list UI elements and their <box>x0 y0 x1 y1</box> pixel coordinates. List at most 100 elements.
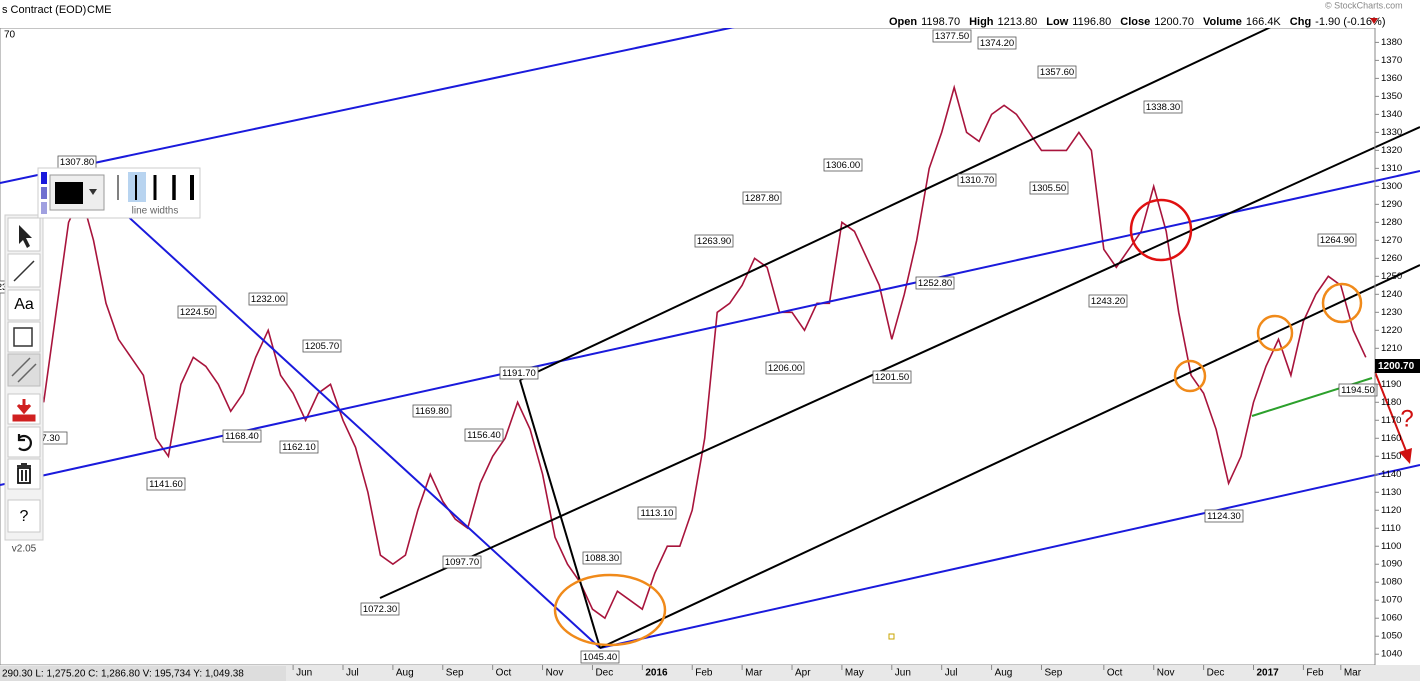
callout-box <box>302 339 342 353</box>
trash-icon <box>17 463 31 484</box>
y-tick-label: 1130 <box>1381 487 1401 498</box>
cursor-icon <box>19 225 32 248</box>
y-tick-label: 1140 <box>1381 469 1401 480</box>
arrow <box>1374 371 1409 457</box>
y-tick-label: 1120 <box>1381 505 1401 516</box>
callout-label: 1305.50 <box>1032 183 1066 194</box>
callout-box <box>582 551 622 565</box>
x-tick-label: Feb <box>1306 668 1324 679</box>
x-tick-label: May <box>845 668 864 679</box>
quote-value: 166.4K <box>1246 16 1282 28</box>
help-button[interactable] <box>7 499 41 533</box>
callout-label: 1201.50 <box>875 372 909 383</box>
swatch[interactable] <box>41 187 47 199</box>
copyright: © StockCharts.com <box>1325 0 1403 10</box>
x-tick-label: Jun <box>895 668 911 679</box>
callout-label: 1338.30 <box>1146 102 1180 113</box>
callout-label: 1205.70 <box>305 341 339 352</box>
y-tick-label: 1300 <box>1381 181 1402 192</box>
dropdown-arrow <box>89 189 97 195</box>
callout-box <box>742 191 782 205</box>
callout-box <box>1317 233 1357 247</box>
popup-label: line widths <box>132 206 179 217</box>
y-tick-label: 1050 <box>1381 631 1402 642</box>
price-callout: 1156.40 <box>464 428 504 442</box>
callout-box <box>146 477 186 491</box>
text-button[interactable] <box>7 289 41 321</box>
y-tick-label: 1250 <box>1381 271 1402 282</box>
y-tick-label: 1240 <box>1381 289 1402 300</box>
rect-icon <box>13 327 33 347</box>
callout-label: 1264.90 <box>1320 235 1354 246</box>
price-tag-label: 1200.70 <box>1378 361 1415 372</box>
highlight-circle <box>1321 282 1363 324</box>
status-text: 290.30 L: 1,275.20 C: 1,286.80 V: 195,73… <box>2 669 244 680</box>
price-callout: 1305.50 <box>1029 181 1069 195</box>
corner-label: 70 <box>4 30 16 41</box>
callout-box <box>1029 181 1069 195</box>
callout-label: 1206.00 <box>768 363 802 374</box>
callout-box <box>580 650 620 664</box>
quote-name: Close <box>1120 16 1150 28</box>
price-callout: 1306.00 <box>823 158 863 172</box>
price-callout: 1072.30 <box>360 602 400 616</box>
question-mark: ? <box>1400 405 1413 432</box>
price-callout: 1307.80 <box>57 155 97 169</box>
price-callout: 1088.30 <box>582 551 622 565</box>
trendline <box>0 0 863 184</box>
price-callout: 1264.90 <box>1317 233 1357 247</box>
y-tick-label: 1070 <box>1381 595 1402 606</box>
quote-value: 1196.80 <box>1072 16 1111 28</box>
y-tick-label: 1080 <box>1381 577 1402 588</box>
save-icon <box>12 399 36 422</box>
channel-button[interactable] <box>7 353 41 387</box>
x-tick-label: Jun <box>296 668 312 679</box>
price-callout: 1287.80 <box>742 191 782 205</box>
swatch[interactable] <box>41 202 47 214</box>
callout-label: 1224.50 <box>180 307 214 318</box>
y-tick-label: 1160 <box>1381 433 1401 444</box>
price-callout: 1243.20 <box>1088 294 1128 308</box>
color-popup: line widths <box>37 167 201 219</box>
y-tick-label: 1110 <box>1381 523 1401 534</box>
price-callout: 1232.00 <box>248 292 288 306</box>
x-tick-label: Mar <box>745 668 763 679</box>
quote-name: Low <box>1046 16 1068 28</box>
highlight-circle <box>1173 359 1207 393</box>
version: v2.05 <box>12 544 37 555</box>
channel-icon <box>11 357 31 377</box>
callout-box <box>499 366 539 380</box>
quote-value: 1198.70 <box>921 16 960 28</box>
y-tick-label: 1270 <box>1381 235 1402 246</box>
quote-name: Volume <box>1203 16 1242 28</box>
y-tick-label: 1230 <box>1381 307 1402 318</box>
y-tick-label: 1290 <box>1381 199 1402 210</box>
callout-box <box>1338 383 1378 397</box>
callout-label: 1287.80 <box>745 193 779 204</box>
swatch[interactable] <box>41 172 47 184</box>
plot-area <box>0 27 1376 666</box>
callout-box <box>464 428 504 442</box>
callout-label: 1232.00 <box>251 294 285 305</box>
price-callout: 1162.10 <box>279 440 319 454</box>
rect-button[interactable] <box>7 321 41 353</box>
callout-box <box>222 429 262 443</box>
quote-name: Chg <box>1290 16 1311 28</box>
callout-label: 67.30 <box>36 433 60 444</box>
y-tick-label: 1310 <box>1381 163 1402 174</box>
x-axis-band <box>0 665 1420 681</box>
undo-button[interactable] <box>7 426 41 458</box>
callout-box <box>442 555 482 569</box>
callout-label: 1243.20 <box>1091 296 1125 307</box>
callout-label: 1252.80 <box>918 278 952 289</box>
price-callout: 1310.70 <box>957 173 997 187</box>
callout-label: 1377.50 <box>935 31 969 42</box>
callout-label: 1156.40 <box>467 430 501 441</box>
undo-icon <box>17 434 32 452</box>
callout-box <box>765 361 805 375</box>
callout-label: 1097.70 <box>445 557 479 568</box>
price-callout: 1124.30 <box>1204 509 1244 523</box>
arrow-head <box>1399 448 1412 464</box>
callout-box <box>977 36 1017 50</box>
